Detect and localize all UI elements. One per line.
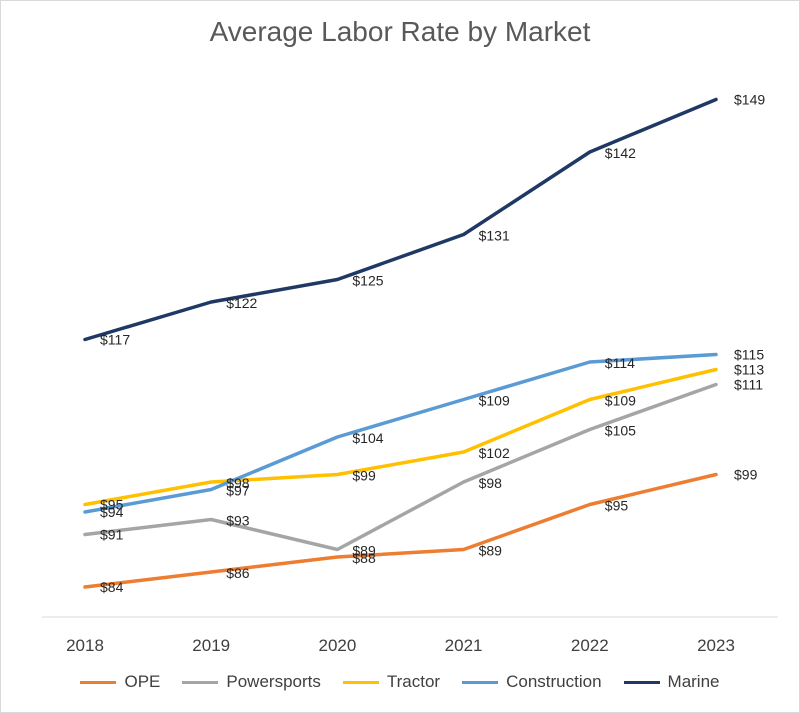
legend-item-construction: Construction [462,672,602,692]
data-label-marine: $122 [226,295,257,311]
x-tick-label: 2019 [192,636,230,655]
x-tick-label: 2021 [445,636,483,655]
data-label-powersports: $105 [605,423,636,439]
legend-swatch [80,680,117,684]
legend-item-ope: OPE [80,672,160,692]
data-label-ope: $86 [226,565,250,581]
series-line-marine [83,97,718,342]
data-label-tractor: $102 [479,445,510,461]
data-label-marine: $117 [100,332,130,348]
data-label-construction: $97 [226,483,250,499]
series-line-construction [83,352,718,514]
x-tick-label: 2022 [571,636,609,655]
data-label-tractor: $113 [734,362,764,378]
data-label-ope: $95 [605,498,629,514]
legend-label: Marine [667,672,720,691]
data-label-construction: $114 [605,355,635,371]
data-label-powersports: $93 [226,513,250,529]
legend-swatch [462,680,499,684]
chart-title: Average Labor Rate by Market [209,16,591,47]
data-label-tractor: $109 [605,393,636,409]
data-label-powersports: $91 [100,527,124,543]
data-label-construction: $104 [352,430,383,446]
legend-item-marine: Marine [623,672,720,692]
x-tick-label: 2020 [318,636,356,655]
data-label-tractor: $99 [352,468,376,484]
data-label-powersports: $89 [352,543,376,559]
series-line-ope [83,472,718,589]
legend-item-tractor: Tractor [342,672,441,692]
data-label-marine: $142 [605,145,636,161]
legend-swatch [182,680,219,684]
legend-item-powersports: Powersports [182,672,321,692]
data-label-marine: $131 [479,228,510,244]
data-labels: $84$86$88 $89$95$99$91$93$89$98$105$111$9… [100,92,765,596]
legend-label: OPE [124,672,161,691]
data-label-ope: $84 [100,579,124,595]
legend-swatch [342,680,379,684]
legend: OPE Powersports Tractor Construction Marine [0,672,800,692]
x-tick-label: 2018 [66,636,104,655]
data-label-ope: $99 [734,467,758,483]
legend-label: Tractor [386,672,441,691]
x-axis-ticks: 2018 2019 2020 2021 2022 2023 [66,636,735,655]
x-tick-label: 2023 [697,636,735,655]
data-label-tractor: $98 [226,475,250,491]
data-label-construction: $94 [100,504,124,520]
legend-label: Construction [506,672,602,691]
data-label-ope: $88 [352,550,376,566]
data-label-ope: $89 [479,543,503,559]
data-label-tractor: $95 [100,497,124,513]
data-label-construction: $109 [479,393,510,409]
data-label-powersports: $111 [734,377,763,393]
legend-label: Powersports [226,672,321,691]
series-line-tractor [83,367,718,507]
data-label-marine: $125 [352,273,383,289]
series-lines [83,97,718,589]
data-label-construction: $115 [734,347,764,363]
legend-swatch [623,680,660,684]
series-line-powersports [83,382,718,552]
data-label-powersports: $98 [479,475,503,491]
data-label-marine: $149 [734,92,765,108]
